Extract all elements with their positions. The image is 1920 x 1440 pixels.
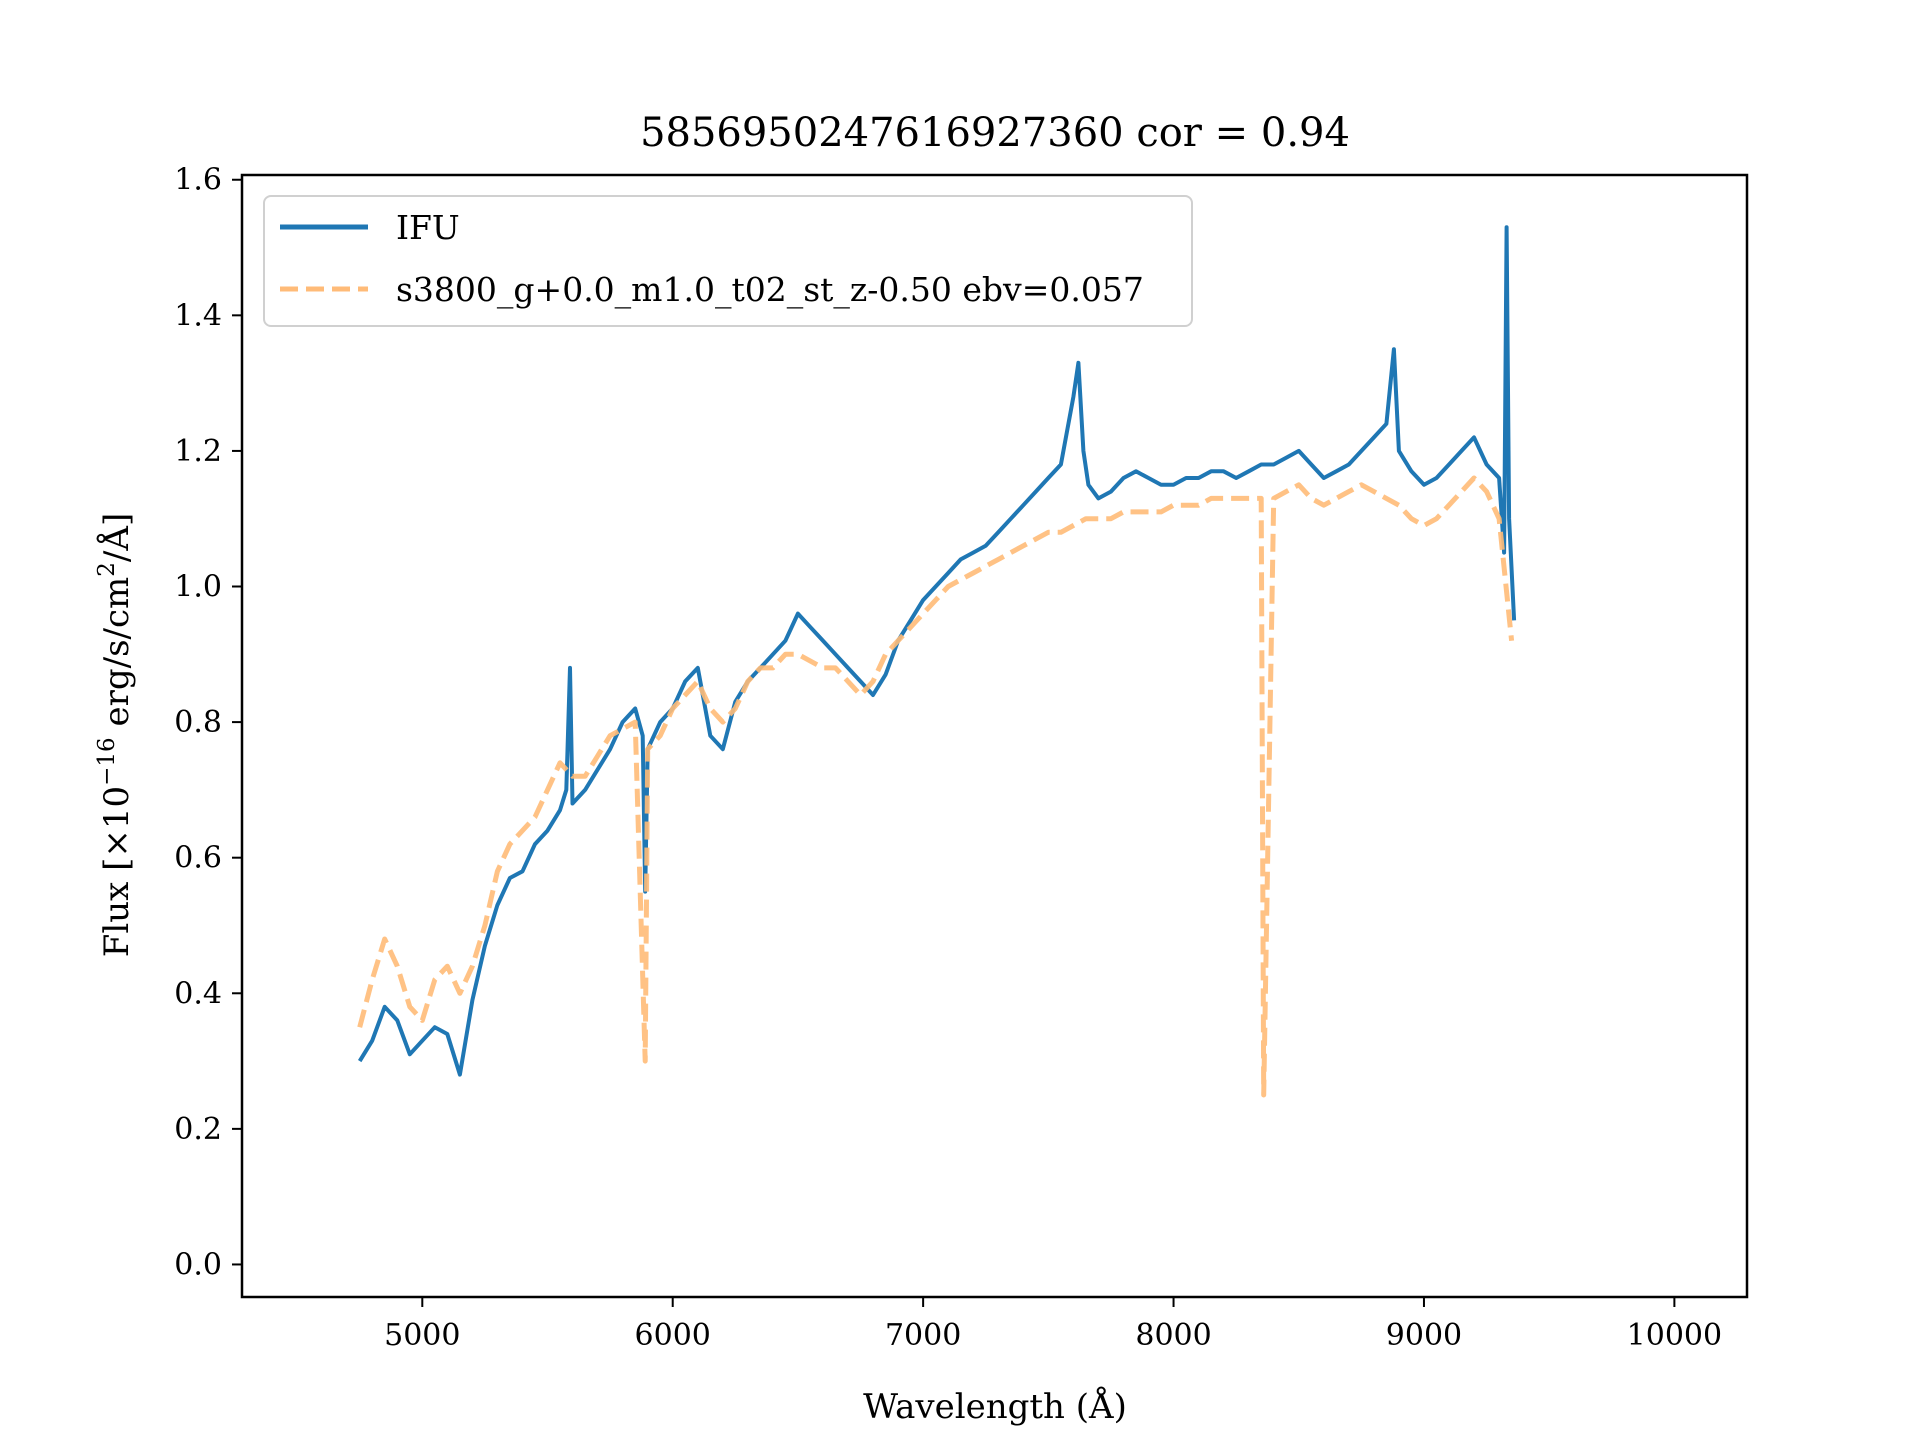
series-line-1 [357, 475, 1515, 1098]
x-tick-label: 6000 [635, 1318, 711, 1353]
y-tick-label: 0.2 [174, 1112, 222, 1147]
y-axis: 0.0 0.2 0.4 0.6 0.8 1.0 1.2 1.4 1.6 [174, 163, 242, 1282]
y-tick-label: 0.0 [174, 1247, 222, 1282]
x-tick-label: 9000 [1386, 1318, 1462, 1353]
plot-frame [240, 173, 1749, 1299]
chart-title: 5856950247616927360 cor = 0.94 [640, 110, 1350, 156]
x-axis: 5000 6000 7000 8000 9000 10000 [384, 1297, 1722, 1353]
y-tick-label: 0.6 [174, 841, 222, 876]
y-axis-label: Flux [×10−16 erg/s/cm2/Å] [94, 513, 137, 957]
y-tick-label: 0.8 [174, 705, 222, 740]
x-tick-label: 8000 [1135, 1318, 1211, 1353]
x-axis-label: Wavelength (Å) [863, 1386, 1127, 1427]
x-tick-label: 10000 [1627, 1318, 1722, 1353]
x-tick-label: 5000 [384, 1318, 460, 1353]
y-tick-label: 1.0 [174, 570, 222, 605]
legend-label-model: s3800_g+0.0_m1.0_t02_st_z-0.50 ebv=0.057 [396, 270, 1144, 310]
legend-label-ifu: IFU [396, 208, 460, 247]
y-tick-label: 0.4 [174, 976, 222, 1011]
legend: IFU s3800_g+0.0_m1.0_t02_st_z-0.50 ebv=0… [263, 195, 1193, 327]
y-tick-label: 1.4 [174, 298, 222, 333]
x-tick-label: 7000 [885, 1318, 961, 1353]
y-tick-label: 1.6 [174, 163, 222, 198]
series-line-0 [357, 225, 1517, 1077]
y-tick-label: 1.2 [174, 434, 222, 469]
legend-box [263, 195, 1193, 327]
plot-series [357, 225, 1517, 1098]
